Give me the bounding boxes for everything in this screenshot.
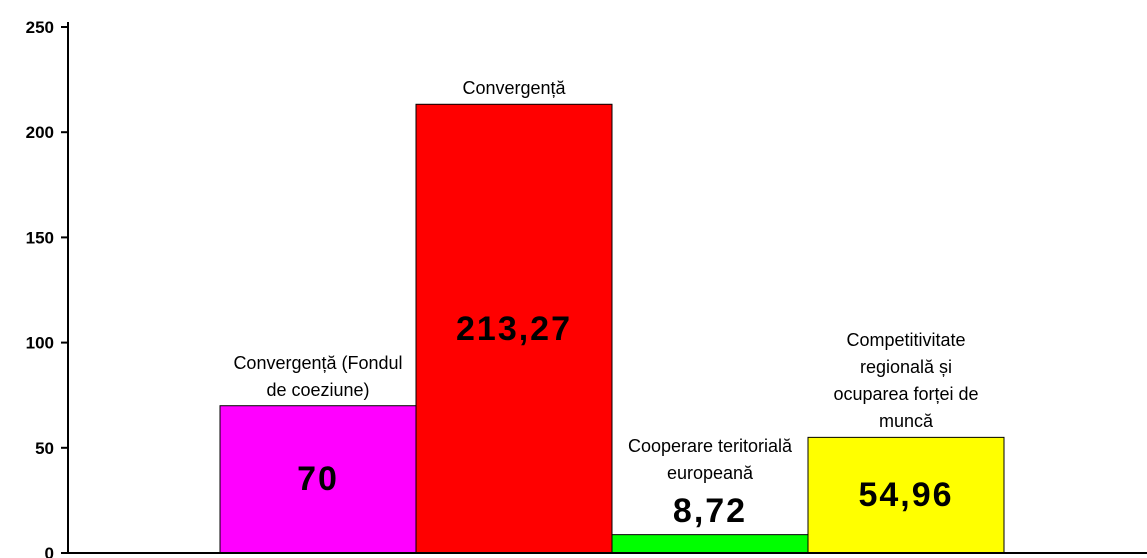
bar — [611, 534, 809, 554]
value-label: 8,72 — [672, 491, 748, 530]
y-tick-label: 250 — [26, 18, 54, 37]
bar — [415, 103, 613, 554]
value-label: 54,96 — [858, 476, 954, 515]
y-tick-label: 200 — [26, 123, 54, 142]
value-label: 70 — [297, 460, 339, 499]
bar — [219, 405, 417, 554]
y-tick-label: 50 — [35, 439, 54, 458]
y-tick-label: 100 — [26, 334, 54, 353]
y-tick-label: 0 — [45, 544, 54, 558]
category-label: Convergență — [462, 78, 566, 99]
y-tick-label: 150 — [26, 228, 54, 247]
category-label: Convergență (Fondul de coeziune) — [233, 352, 403, 400]
category-label: Competitivitate regională și ocuparea fo… — [833, 330, 979, 432]
value-label: 213,27 — [456, 309, 572, 348]
category-label: Cooperare teritorială europeană — [627, 435, 793, 483]
